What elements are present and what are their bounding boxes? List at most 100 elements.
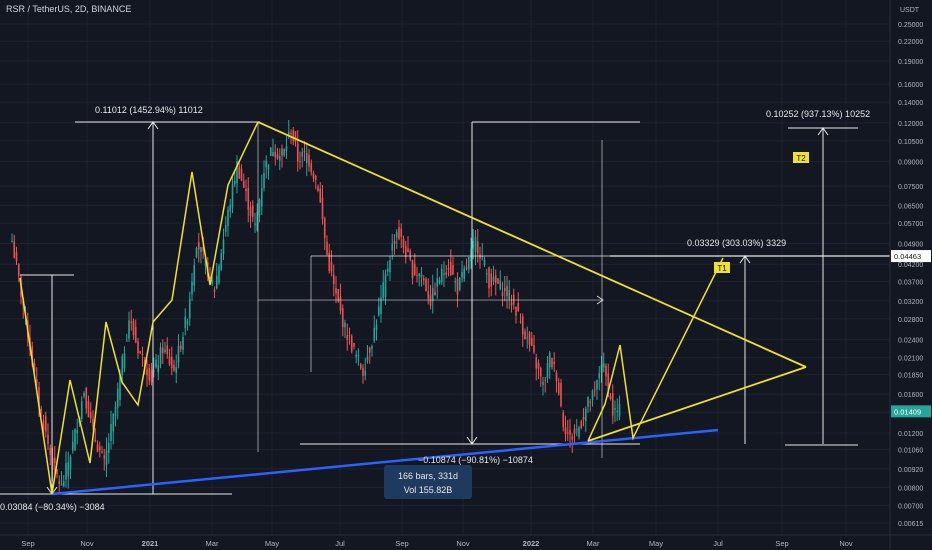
candle-body	[67, 462, 70, 477]
candle-body	[371, 346, 373, 349]
candle-body	[404, 246, 407, 258]
price-tick-label: 0.12000	[898, 121, 923, 128]
candle-body	[440, 268, 443, 283]
candle-body	[600, 364, 603, 373]
candle-body	[456, 278, 459, 295]
candle-body	[166, 345, 169, 355]
candle-body	[611, 393, 614, 416]
candle-body	[175, 366, 178, 374]
candle-body	[267, 164, 270, 170]
price-tick-label: 0.04200	[898, 262, 923, 269]
candle-body	[141, 354, 144, 356]
candle-body	[458, 277, 461, 290]
candle-body	[400, 228, 403, 237]
candle-body	[299, 161, 301, 163]
bars-info-box	[384, 465, 472, 499]
candle-body	[98, 446, 101, 451]
candle-body	[137, 341, 139, 354]
candle-body	[251, 205, 254, 217]
candle-body	[31, 346, 34, 365]
candle-body	[602, 363, 605, 368]
candle-body	[472, 240, 475, 249]
candle-body	[188, 298, 191, 319]
candle-body	[589, 401, 592, 403]
candle-body	[76, 429, 79, 434]
candle-body	[204, 258, 207, 267]
candle-body	[470, 248, 472, 262]
time-axis: Sep Nov 2021 Mar May Jul Sep Nov 2022 Mar May Jul Se…	[0, 534, 932, 548]
candle-body	[296, 143, 299, 162]
time-tick-label: May	[265, 539, 279, 548]
candle-body	[546, 363, 549, 379]
candle-body	[607, 373, 610, 397]
candle-body	[544, 379, 547, 381]
candle-body	[350, 336, 353, 352]
price-tick-label: 0.00920	[898, 467, 923, 474]
target-t1-measure-label: 0.03329 (303.03%) 3329	[687, 238, 786, 248]
candle-body	[42, 420, 45, 430]
candle-body	[110, 424, 112, 441]
candle-body	[386, 268, 389, 273]
candle-body	[272, 152, 274, 157]
candle-body	[161, 347, 164, 354]
candle-body	[564, 427, 567, 435]
candle-body	[85, 388, 88, 409]
candle-body	[537, 362, 540, 369]
candle-body	[249, 206, 252, 216]
candle-body	[416, 275, 418, 277]
candle-body	[116, 388, 119, 408]
time-tick-label: 2022	[523, 539, 540, 548]
candle-body	[454, 281, 457, 283]
candle-body	[278, 155, 281, 161]
candle-body	[101, 451, 103, 453]
price-tick-label: 0.16000	[898, 82, 923, 89]
candle-body	[285, 146, 288, 152]
price-tick-label: 0.10500	[898, 139, 923, 146]
candle-body	[411, 259, 414, 278]
drop-measure-arrow	[466, 436, 478, 445]
candle-body	[566, 432, 569, 434]
candle-body	[209, 268, 211, 270]
price-tick-label: 0.00615	[898, 521, 923, 528]
price-axis: 0.25000 0.22000 0.19000 0.16000 0.14000 0.120…	[889, 0, 931, 550]
candle-body	[89, 412, 92, 419]
candle-body	[348, 334, 351, 336]
candle-body	[170, 356, 173, 369]
candle-body	[596, 379, 598, 390]
candle-body	[420, 274, 423, 278]
candle-body	[344, 322, 346, 328]
candle-body	[382, 282, 385, 299]
yellow-zigzag-left	[19, 121, 259, 495]
bars-count-label: 166 bars, 331d	[398, 471, 458, 481]
candle-body	[515, 306, 517, 316]
candle-body	[213, 289, 216, 292]
candle-body	[236, 161, 238, 184]
candle-body	[616, 410, 619, 412]
target-t2-measure-label: 0.10252 (937.13%) 10252	[766, 109, 870, 119]
candle-body	[362, 367, 364, 376]
candle-body	[483, 259, 486, 265]
candle-body	[177, 345, 180, 363]
candle-body	[310, 162, 313, 173]
candle-body	[121, 355, 124, 376]
price-tick-label: 0.03200	[898, 299, 923, 306]
candle-body	[254, 223, 256, 226]
candle-body	[96, 444, 99, 452]
candle-body	[301, 151, 304, 157]
price-badge-label: 0.04463	[894, 252, 921, 261]
candle-body	[526, 337, 529, 339]
price-tick-label: 0.02100	[898, 356, 923, 363]
candle-body	[200, 246, 202, 253]
candle-body	[94, 439, 97, 442]
symbol-title[interactable]: RSR / TetherUS, 2D, BINANCE	[6, 4, 132, 14]
candle-body	[476, 241, 479, 254]
candle-body	[530, 338, 533, 346]
candle-body	[303, 151, 306, 153]
candle-body	[528, 332, 531, 345]
candle-body	[281, 148, 283, 156]
candle-body	[609, 395, 612, 399]
candle-body	[501, 292, 504, 297]
candle-body	[366, 356, 369, 361]
triangle-upper-line	[257, 121, 807, 368]
